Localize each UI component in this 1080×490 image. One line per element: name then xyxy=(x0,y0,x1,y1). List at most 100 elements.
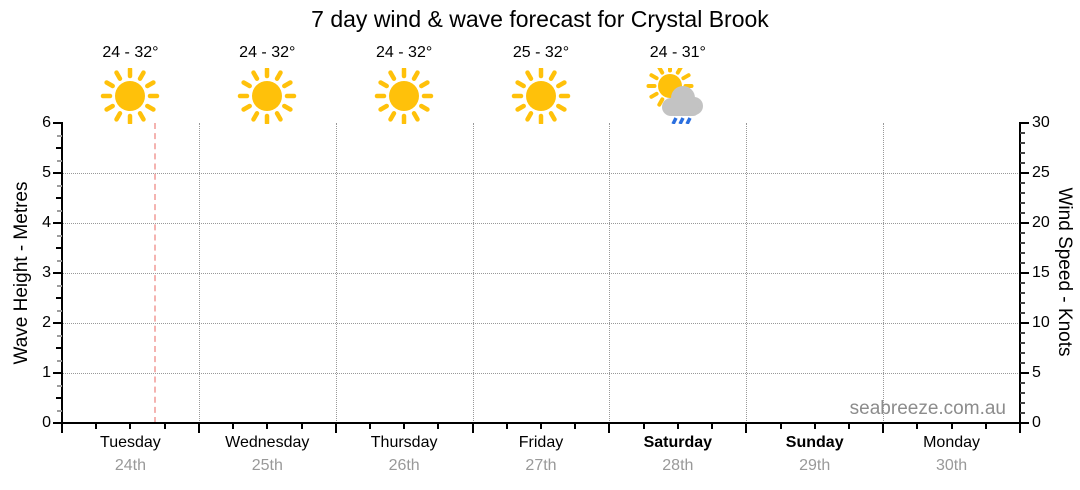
right-axis-minor-tick xyxy=(1020,342,1025,344)
right-axis-minor-tick xyxy=(1020,352,1025,354)
right-axis-minor-tick xyxy=(1020,412,1025,414)
right-axis-minor-tick xyxy=(1020,292,1025,294)
gridline-horizontal xyxy=(62,323,1020,324)
date-label: 29th xyxy=(799,457,831,474)
day-boundary-line xyxy=(883,123,885,423)
left-axis-mid-tick xyxy=(56,147,62,149)
x-axis-major-tick xyxy=(61,424,63,433)
day-boundary-line xyxy=(198,123,200,423)
left-axis-minor-tick xyxy=(57,384,62,387)
left-axis-major-tick xyxy=(53,172,62,174)
axis-y-left xyxy=(61,122,63,424)
day-label: Sunday xyxy=(785,434,844,451)
temp-range-label: 24 - 32° xyxy=(239,44,296,61)
left-axis-major-tick xyxy=(53,422,62,424)
left-axis-tick-label: 0 xyxy=(42,414,51,431)
day-boundary-line xyxy=(472,123,474,423)
left-axis-minor-tick xyxy=(57,134,62,137)
axis-x xyxy=(61,422,1021,424)
right-axis-tick-label: 0 xyxy=(1032,414,1041,431)
weather-icon-sunny xyxy=(235,66,299,126)
x-axis-major-tick xyxy=(471,424,474,433)
left-axis-minor-tick xyxy=(57,284,62,287)
right-axis-tick-label: 15 xyxy=(1032,264,1050,281)
weather-icon-sunny xyxy=(372,66,436,126)
gridline-horizontal xyxy=(62,173,1020,174)
sun-icon xyxy=(238,66,297,126)
left-axis-major-tick xyxy=(53,272,62,274)
day-label: Wednesday xyxy=(225,434,310,451)
right-axis-minor-tick xyxy=(1020,232,1025,234)
day-label: Friday xyxy=(518,434,564,451)
right-axis-minor-tick xyxy=(1020,262,1025,264)
left-axis-major-tick xyxy=(53,322,62,324)
x-axis-minor-tick xyxy=(163,424,166,429)
left-axis-minor-tick xyxy=(57,334,62,337)
x-axis-minor-tick xyxy=(437,424,440,429)
right-axis-minor-tick xyxy=(1020,192,1025,194)
date-label: 28th xyxy=(662,457,694,474)
date-label: 27th xyxy=(525,457,557,474)
right-axis-minor-tick xyxy=(1020,282,1025,284)
x-axis-minor-tick xyxy=(916,424,919,429)
x-axis-minor-tick xyxy=(676,424,679,429)
left-axis-minor-tick xyxy=(57,259,62,262)
x-axis-minor-tick xyxy=(266,424,269,429)
right-axis-minor-tick xyxy=(1020,362,1025,364)
left-axis-major-tick xyxy=(53,372,62,374)
x-axis-minor-tick xyxy=(642,424,645,429)
right-axis-minor-tick xyxy=(1020,212,1025,214)
right-axis-tick-label: 25 xyxy=(1032,164,1050,181)
right-axis-minor-tick xyxy=(1020,402,1025,404)
right-axis-minor-tick xyxy=(1020,302,1025,304)
day-boundary-line xyxy=(609,123,611,423)
weather-icon-sun-cloud-rain xyxy=(646,62,710,125)
temp-range-label: 25 - 32° xyxy=(512,44,570,61)
right-axis-minor-tick xyxy=(1020,382,1025,384)
left-axis-mid-tick xyxy=(56,297,62,299)
gridline-horizontal xyxy=(62,273,1020,274)
left-axis-mid-tick xyxy=(56,247,62,249)
right-axis-major-tick xyxy=(1020,122,1029,124)
gridline-horizontal xyxy=(62,223,1020,224)
x-axis-minor-tick xyxy=(574,424,577,429)
right-axis-major-tick xyxy=(1020,172,1029,174)
x-axis-minor-tick xyxy=(779,424,782,429)
day-label: Monday xyxy=(923,434,981,451)
cloud-icon xyxy=(661,86,703,116)
left-axis-tick-label: 2 xyxy=(42,314,51,331)
left-axis-tick-label: 4 xyxy=(42,214,51,231)
temp-range-label: 24 - 32° xyxy=(102,44,159,61)
left-axis-minor-tick xyxy=(57,409,62,412)
left-axis-tick-label: 5 xyxy=(42,164,51,181)
left-axis-tick-label: 1 xyxy=(42,364,51,381)
x-axis-minor-tick xyxy=(711,424,714,429)
right-axis-minor-tick xyxy=(1020,242,1025,244)
left-axis-mid-tick xyxy=(56,347,62,349)
right-axis-minor-tick xyxy=(1020,392,1025,394)
x-axis-major-tick xyxy=(1019,424,1021,433)
right-axis-tick-label: 10 xyxy=(1032,314,1050,331)
sun-cloud-rain-icon xyxy=(646,62,703,125)
temp-range-label: 24 - 32° xyxy=(376,44,433,61)
chart-title: 7 day wind & wave forecast for Crystal B… xyxy=(311,6,769,32)
x-axis-major-tick xyxy=(882,424,885,433)
left-axis-major-tick xyxy=(53,222,62,224)
x-axis-minor-tick xyxy=(129,424,132,429)
sun-icon xyxy=(511,66,571,126)
right-axis-minor-tick xyxy=(1020,142,1025,144)
right-axis-minor-tick xyxy=(1020,252,1025,254)
left-axis-minor-tick xyxy=(57,184,62,187)
x-axis-minor-tick xyxy=(505,424,508,429)
day-label: Thursday xyxy=(370,434,438,451)
left-axis-tick-label: 3 xyxy=(42,264,51,281)
rain-icon xyxy=(671,117,692,125)
left-axis-major-tick xyxy=(53,122,62,124)
x-axis-major-tick xyxy=(197,424,200,433)
day-boundary-line xyxy=(746,123,748,423)
right-axis-minor-tick xyxy=(1020,312,1025,314)
right-axis-minor-tick xyxy=(1020,162,1025,164)
x-axis-minor-tick xyxy=(540,424,542,429)
left-axis-minor-tick xyxy=(57,209,62,212)
